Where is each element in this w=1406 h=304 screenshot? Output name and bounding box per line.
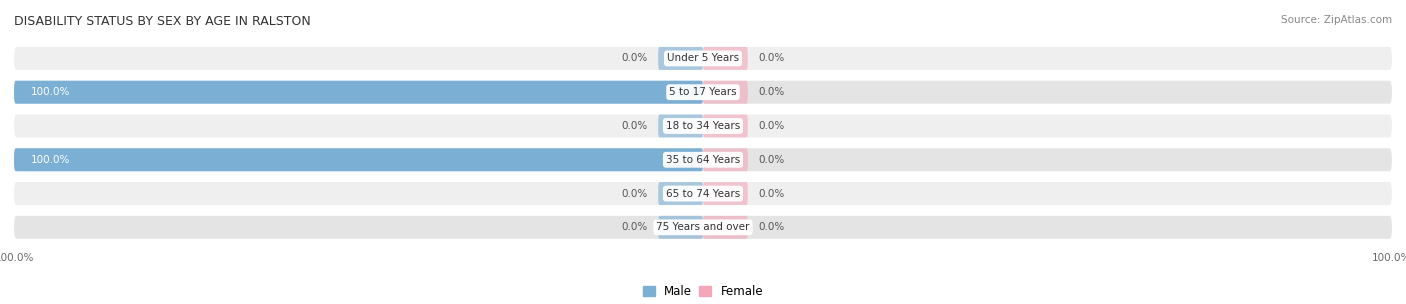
Text: 65 to 74 Years: 65 to 74 Years — [666, 188, 740, 199]
FancyBboxPatch shape — [658, 115, 703, 137]
FancyBboxPatch shape — [14, 81, 1392, 104]
Text: 0.0%: 0.0% — [758, 87, 785, 97]
Text: 18 to 34 Years: 18 to 34 Years — [666, 121, 740, 131]
FancyBboxPatch shape — [658, 47, 703, 70]
FancyBboxPatch shape — [703, 81, 748, 104]
Text: 5 to 17 Years: 5 to 17 Years — [669, 87, 737, 97]
FancyBboxPatch shape — [703, 216, 748, 239]
Text: 0.0%: 0.0% — [621, 222, 648, 232]
FancyBboxPatch shape — [14, 148, 1392, 171]
FancyBboxPatch shape — [14, 47, 1392, 70]
FancyBboxPatch shape — [14, 81, 703, 104]
Text: 0.0%: 0.0% — [758, 121, 785, 131]
Text: 35 to 64 Years: 35 to 64 Years — [666, 155, 740, 165]
FancyBboxPatch shape — [14, 216, 1392, 239]
FancyBboxPatch shape — [703, 182, 748, 205]
Text: 0.0%: 0.0% — [758, 54, 785, 64]
Text: 100.0%: 100.0% — [31, 155, 70, 165]
FancyBboxPatch shape — [703, 115, 748, 137]
Text: 0.0%: 0.0% — [758, 155, 785, 165]
Text: DISABILITY STATUS BY SEX BY AGE IN RALSTON: DISABILITY STATUS BY SEX BY AGE IN RALST… — [14, 16, 311, 28]
FancyBboxPatch shape — [703, 47, 748, 70]
FancyBboxPatch shape — [703, 148, 748, 171]
Text: 0.0%: 0.0% — [758, 188, 785, 199]
Text: 0.0%: 0.0% — [621, 188, 648, 199]
Text: Source: ZipAtlas.com: Source: ZipAtlas.com — [1281, 15, 1392, 25]
Text: 100.0%: 100.0% — [31, 87, 70, 97]
Text: Under 5 Years: Under 5 Years — [666, 54, 740, 64]
FancyBboxPatch shape — [14, 115, 1392, 137]
Text: 0.0%: 0.0% — [621, 121, 648, 131]
FancyBboxPatch shape — [658, 216, 703, 239]
FancyBboxPatch shape — [14, 182, 1392, 205]
FancyBboxPatch shape — [14, 148, 703, 171]
Text: 0.0%: 0.0% — [758, 222, 785, 232]
FancyBboxPatch shape — [658, 182, 703, 205]
Text: 0.0%: 0.0% — [621, 54, 648, 64]
Text: 75 Years and over: 75 Years and over — [657, 222, 749, 232]
Legend: Male, Female: Male, Female — [638, 281, 768, 303]
